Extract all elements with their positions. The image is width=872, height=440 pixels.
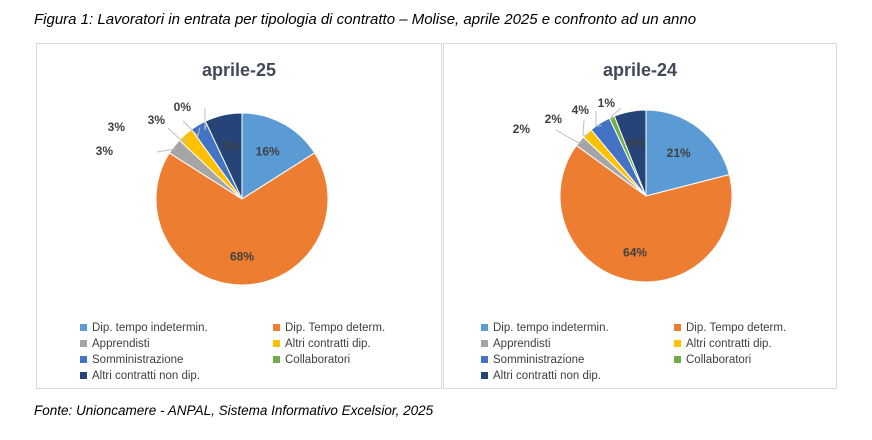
- pie-slice-altri-contratti-non-dip: [204, 112, 243, 200]
- legend-swatch: [80, 356, 87, 363]
- pie-label-dip-tempo-indeterm: 16%: [256, 144, 280, 158]
- legend-label: Altri contratti dip.: [285, 337, 371, 350]
- legend-item-altri-contratti-dip: Altri contratti dip.: [674, 336, 834, 351]
- legend-label: Dip. Tempo determ.: [285, 321, 386, 334]
- figure-caption: Figura 1: Lavoratori in entrata per tipo…: [34, 11, 697, 28]
- pie-label-altri-contratti-dip: 3%: [108, 120, 126, 134]
- pie-slice-dip-tempo-determ: [155, 152, 329, 286]
- legend-item-altri-contratti-non-dip: Altri contratti non dip.: [481, 368, 674, 383]
- leader-line: [595, 111, 602, 127]
- legend-item-collaboratori: Collaboratori: [273, 352, 433, 367]
- pie-svg: 21% 64% 2% 2% 4% 1% 6%: [513, 96, 733, 283]
- legend-item-somministrazione: Somministrazione: [481, 352, 674, 367]
- legend-label: Apprendisti: [493, 337, 551, 350]
- legend-item-somministrazione: Somministrazione: [80, 352, 273, 367]
- pie-label-collaboratori: 0%: [174, 100, 192, 114]
- legend-swatch: [674, 340, 681, 347]
- pie-label-apprendisti: 2%: [513, 122, 531, 136]
- legend-swatch: [481, 324, 488, 331]
- leader-line: [167, 127, 188, 144]
- legend-label: Somministrazione: [92, 353, 184, 366]
- pie-label-collaboratori: 1%: [598, 96, 616, 110]
- pie-svg: 16% 68% 3% 3% 3% 0% 7%: [96, 100, 329, 286]
- legend-item-dip-tempo-indeterm: Dip. tempo indetermin.: [80, 320, 273, 335]
- legend-item-dip-tempo-determ: Dip. Tempo determ.: [273, 320, 433, 335]
- legend-swatch: [273, 356, 280, 363]
- legend-swatch: [80, 372, 87, 379]
- pie-slice-dip-tempo-indeterm: [645, 109, 730, 197]
- legend-item-collaboratori: Collaboratori: [674, 352, 834, 367]
- legend-item-altri-contratti-non-dip: Altri contratti non dip.: [80, 368, 273, 383]
- pie-chart-aprile-25: 16% 68% 3% 3% 3% 0% 7% aprile-25 Dip. tempo in…: [36, 43, 442, 389]
- legend-swatch: [481, 372, 488, 379]
- legend-label: Altri contratti dip.: [686, 337, 772, 350]
- leader-line: [156, 147, 177, 153]
- pie-label-altri-contratti-non-dip: 7%: [222, 139, 240, 153]
- legend-label: Dip. tempo indetermin.: [493, 321, 609, 334]
- legend-swatch: [674, 324, 681, 331]
- figure-source: Fonte: Unioncamere - ANPAL, Sistema Info…: [34, 403, 434, 418]
- pie-label-altri-contratti-dip: 2%: [545, 112, 563, 126]
- legend-label: Somministrazione: [493, 353, 585, 366]
- pie-label-dip-tempo-indeterm: 21%: [667, 146, 691, 160]
- pie-slice-dip-tempo-determ: [559, 144, 733, 283]
- chart-title: aprile-25: [201, 60, 277, 80]
- legend-swatch: [273, 340, 280, 347]
- leader-line: [610, 107, 622, 121]
- pie-chart-aprile-24: 21% 64% 2% 2% 4% 1% 6% aprile-24 Dip. tempo in…: [443, 43, 837, 389]
- legend-swatch: [80, 324, 87, 331]
- legend-swatch: [80, 340, 87, 347]
- legend-item-dip-tempo-indeterm: Dip. tempo indetermin.: [481, 320, 674, 335]
- pie-slice-dip-tempo-indeterm: [241, 112, 316, 200]
- legend-label: Collaboratori: [285, 353, 351, 366]
- chart-legend: Dip. tempo indetermin. Dip. Tempo determ.…: [80, 320, 433, 383]
- legend-swatch: [481, 356, 488, 363]
- pie-label-apprendisti: 3%: [96, 144, 114, 158]
- leader-line: [582, 119, 590, 136]
- legend-label: Collaboratori: [686, 353, 752, 366]
- legend-label: Apprendisti: [92, 337, 150, 350]
- legend-item-apprendisti: Apprendisti: [80, 336, 273, 351]
- legend-label: Dip. tempo indetermin.: [92, 321, 208, 334]
- pie-label-somministrazione: 4%: [572, 103, 590, 117]
- leader-line: [555, 129, 583, 144]
- legend-label: Altri contratti non dip.: [92, 369, 201, 382]
- chart-legend: Dip. tempo indetermin. Dip. Tempo determ.…: [481, 320, 834, 383]
- legend-label: Altri contratti non dip.: [493, 369, 602, 382]
- pie-label-dip-tempo-determ: 68%: [230, 250, 254, 264]
- pie-label-altri-contratti-non-dip: 6%: [627, 136, 645, 150]
- chart-title: aprile-24: [602, 60, 678, 80]
- legend-swatch: [674, 356, 681, 363]
- legend-swatch: [481, 340, 488, 347]
- pie-label-somministrazione: 3%: [148, 113, 166, 127]
- legend-item-dip-tempo-determ: Dip. Tempo determ.: [674, 320, 834, 335]
- leader-line: [204, 108, 208, 131]
- legend-label: Dip. Tempo determ.: [686, 321, 787, 334]
- pie-label-dip-tempo-determ: 64%: [623, 246, 647, 260]
- legend-item-apprendisti: Apprendisti: [481, 336, 674, 351]
- legend-swatch: [273, 324, 280, 331]
- leader-line: [182, 120, 201, 138]
- legend-item-altri-contratti-dip: Altri contratti dip.: [273, 336, 433, 351]
- pie-slice-altri-contratti-non-dip: [613, 109, 647, 197]
